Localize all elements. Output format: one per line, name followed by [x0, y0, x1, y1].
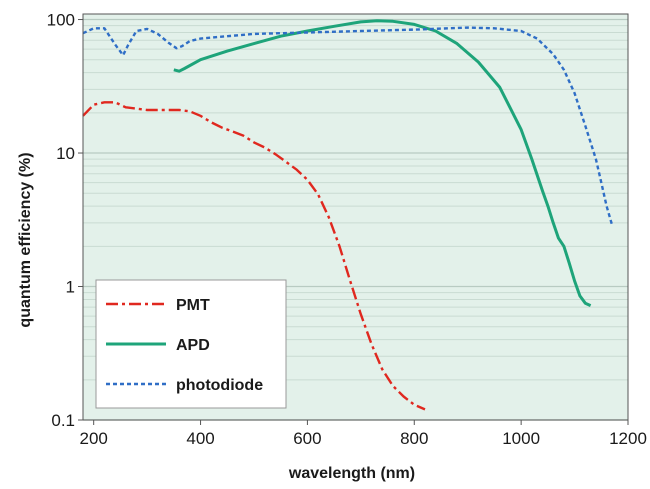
x-tick-label: 200	[79, 429, 107, 448]
x-tick-label: 400	[186, 429, 214, 448]
legend-label-pmt: PMT	[176, 297, 210, 314]
series-layer	[82, 19, 614, 411]
x-tick-label: 800	[400, 429, 428, 448]
x-axis-ticks: 200 400 600 800 1000 1200	[79, 420, 647, 448]
x-tick-label: 600	[293, 429, 321, 448]
y-axis-title: quantum efficiency (%)	[17, 152, 34, 327]
y-tick-label: 100	[47, 11, 75, 30]
y-axis-ticks: 0.1 1 10 100	[47, 11, 83, 430]
legend: PMT APD photodiode	[95, 279, 287, 409]
series-line-apd	[173, 19, 592, 307]
legend-label-apd: APD	[176, 337, 210, 354]
series-line-pmt	[82, 101, 426, 411]
y-tick-label: 0.1	[51, 411, 75, 430]
x-tick-label: 1000	[502, 429, 540, 448]
y-tick-label: 1	[66, 278, 75, 297]
x-tick-label: 1200	[609, 429, 647, 448]
x-axis-title: wavelength (nm)	[288, 465, 415, 482]
series-line-photodiode	[82, 26, 614, 226]
plot-frame	[82, 13, 629, 421]
legend-label-photodiode: photodiode	[176, 377, 263, 394]
y-tick-label: 10	[56, 144, 75, 163]
